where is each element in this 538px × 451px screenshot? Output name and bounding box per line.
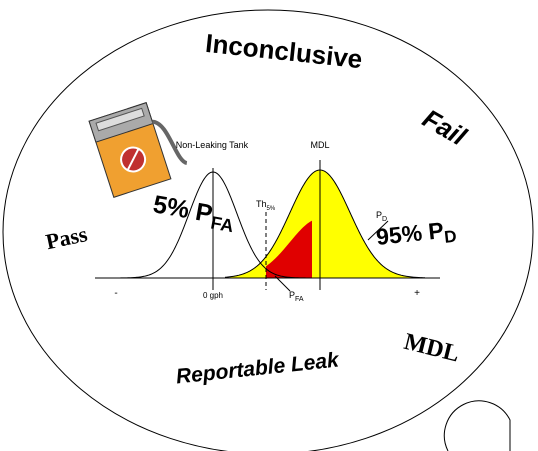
pd-big-sub: D [443, 227, 457, 247]
axis-plus-label: + [414, 288, 420, 299]
pfa-big-main: 5% P [151, 190, 215, 228]
fail-label: Fail [418, 103, 472, 152]
threshold-main: Th [256, 199, 267, 209]
pfa-small-label: PFA [289, 290, 304, 303]
pfa-big-label: 5% PFA [150, 190, 237, 236]
pfa-big-sub: FA [209, 213, 235, 237]
threshold-sub: 5% [267, 206, 276, 212]
inconclusive-label: Inconclusive [204, 28, 364, 74]
mdl-region-label: MDL [401, 329, 462, 368]
pd-small-label: PD [376, 210, 387, 223]
gas-pump-icon [89, 97, 190, 198]
reportable-leak-label: Reportable Leak [175, 348, 341, 388]
pd-small-sub: D [382, 216, 387, 223]
axis-zero-label: 0 gph [203, 291, 223, 300]
pass-label: Pass [44, 221, 90, 254]
pfa-small-sub: FA [295, 296, 304, 303]
diagram: Inconclusive Fail Pass Reportable Leak M… [0, 0, 538, 451]
non-leaking-tank-label: Non-Leaking Tank [176, 140, 249, 150]
threshold-label: Th5% [256, 199, 276, 212]
axis-minus-label: - [114, 288, 117, 299]
corner-circle [444, 401, 510, 451]
mdl-curve-label: MDL [310, 140, 329, 150]
